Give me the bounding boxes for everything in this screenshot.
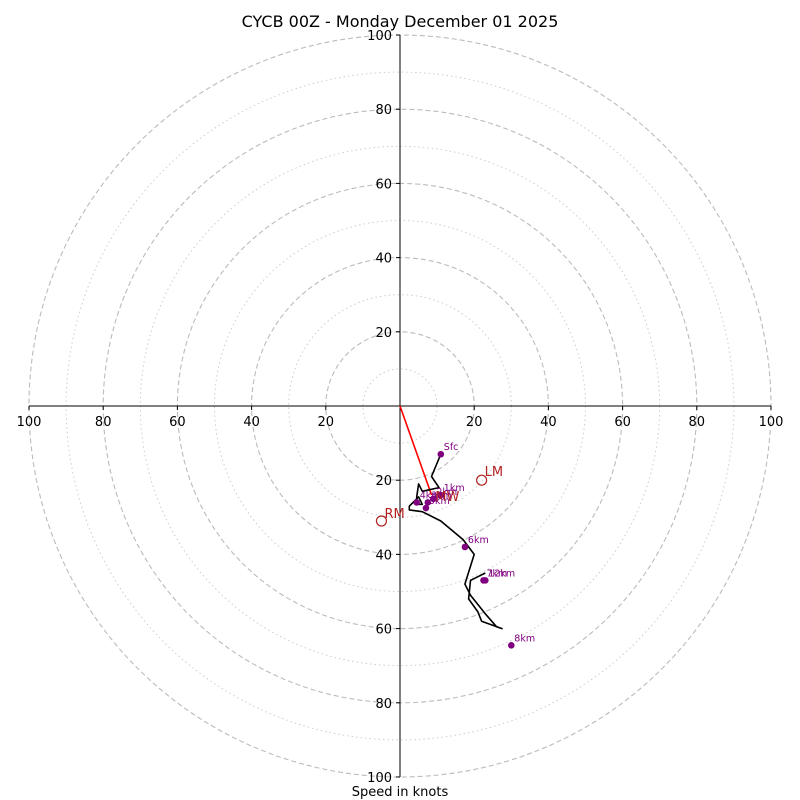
hodograph-line — [408, 453, 503, 630]
tick-label: 40 — [243, 415, 260, 430]
tick-label: 40 — [540, 415, 557, 430]
height-marker — [424, 499, 432, 506]
left-mover-marker — [476, 474, 488, 486]
height-marker — [437, 491, 445, 499]
height-marker — [461, 543, 469, 551]
height-marker — [430, 495, 437, 503]
tick-label: 40 — [375, 548, 392, 563]
tick-label: 80 — [689, 415, 706, 430]
height-label: 8km — [514, 633, 535, 644]
height-label: 7km — [486, 568, 507, 579]
tick-label: 80 — [375, 697, 392, 712]
tick-label: 20 — [375, 474, 392, 489]
tick-label: 80 — [375, 103, 392, 118]
tick-label: 100 — [367, 771, 392, 786]
tick-label: 60 — [614, 415, 631, 430]
tick-label: 40 — [375, 252, 392, 267]
tick-labels: 20 20 20 20 40 40 40 40 60 60 60 60 80 80 80 80 100 100 10… — [17, 29, 784, 786]
tick-label: 80 — [95, 415, 112, 430]
right-mover-marker — [375, 515, 388, 527]
height-marker — [482, 577, 489, 584]
height-label: Sfc — [444, 442, 459, 453]
height-label: 3km — [431, 490, 452, 501]
tick-label: 100 — [17, 415, 42, 430]
right-mover-label: RM — [384, 507, 404, 522]
height-label: 4km — [420, 490, 441, 501]
chart-title: CYCB 00Z - Monday December 01 2025 — [242, 12, 559, 31]
x-axis-label: Speed in knots — [352, 785, 449, 800]
height-label: 2km — [436, 487, 457, 498]
tick-label: 60 — [375, 623, 392, 638]
height-marker — [437, 450, 445, 458]
height-label: 6km — [468, 535, 489, 546]
left-mover-label: LM — [485, 465, 503, 480]
height-label: 12km — [488, 568, 515, 579]
tick-label: 20 — [375, 326, 392, 341]
height-marker — [422, 504, 430, 512]
height-marker — [508, 641, 515, 649]
height-marker — [413, 499, 420, 506]
tick-label: 100 — [367, 29, 392, 44]
tick-label: 60 — [169, 415, 186, 430]
height-label: 1km — [444, 483, 465, 494]
tick-label: 20 — [466, 415, 483, 430]
tick-label: 20 — [318, 415, 335, 430]
tick-label: 60 — [375, 177, 392, 192]
shear-vector — [399, 405, 433, 496]
tick-label: 100 — [759, 415, 784, 430]
height-label: 5km — [429, 496, 450, 507]
mean-wind-label: MW — [435, 490, 459, 505]
